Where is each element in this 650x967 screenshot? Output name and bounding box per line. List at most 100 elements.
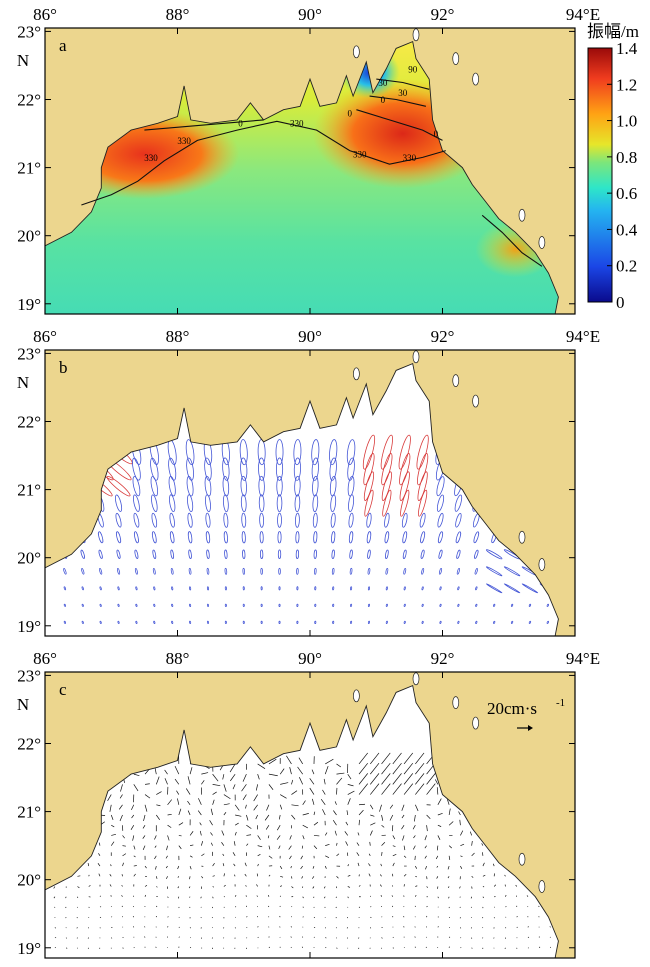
tidal-ellipse — [205, 512, 211, 528]
current-vector — [121, 895, 123, 897]
river-channel — [538, 880, 546, 893]
current-vector — [280, 885, 283, 887]
current-vector — [358, 773, 369, 785]
current-vector — [392, 752, 402, 765]
current-vector — [412, 825, 416, 830]
current-vector — [276, 825, 281, 831]
current-vector — [143, 814, 146, 822]
current-vector — [210, 808, 213, 816]
tidal-ellipse — [81, 586, 84, 591]
tidal-ellipse — [385, 567, 389, 575]
panel-label: c — [59, 680, 67, 699]
tidal-ellipse — [206, 603, 209, 607]
current-vector — [460, 865, 463, 869]
current-vector — [241, 784, 247, 792]
current-vector — [448, 855, 451, 860]
current-vector — [369, 841, 371, 846]
current-vector — [109, 874, 112, 877]
current-vector — [358, 762, 369, 775]
tidal-ellipse — [437, 512, 444, 528]
tidal-ellipse — [241, 512, 247, 528]
current-vector — [424, 835, 427, 841]
tidal-ellipse — [260, 620, 263, 624]
current-vector — [313, 936, 315, 938]
current-vector — [131, 814, 135, 819]
current-vector — [268, 946, 271, 949]
current-vector — [267, 894, 270, 897]
tidal-ellipse — [205, 531, 211, 544]
current-vector — [167, 813, 172, 816]
current-vector — [347, 896, 349, 899]
cophase-line — [376, 78, 430, 90]
current-vector — [437, 835, 441, 840]
current-vector — [392, 854, 397, 857]
tidal-ellipse — [295, 549, 300, 560]
current-vector — [381, 916, 383, 918]
tidal-ellipse — [312, 475, 319, 497]
tidal-ellipse — [260, 567, 263, 575]
tidal-ellipse — [385, 620, 388, 624]
current-vector — [527, 936, 530, 938]
current-vector — [460, 843, 465, 846]
current-vector — [447, 876, 450, 879]
current-vector — [165, 865, 168, 869]
tidal-ellipse — [385, 603, 388, 607]
current-vector — [199, 830, 202, 836]
tidal-ellipse — [421, 567, 425, 575]
current-vector — [370, 814, 375, 817]
current-vector — [155, 865, 157, 870]
current-vector — [122, 835, 125, 839]
tidal-ellipse — [503, 583, 521, 594]
current-vector — [425, 946, 427, 948]
current-vector — [347, 864, 350, 867]
tidal-ellipse — [188, 549, 192, 560]
current-vector — [290, 865, 292, 869]
current-vector — [358, 783, 369, 795]
tidal-ellipse — [296, 567, 299, 575]
current-vector — [291, 804, 299, 807]
tidal-ellipse — [116, 531, 122, 544]
tidal-ellipse — [134, 531, 139, 544]
current-vector — [189, 831, 194, 836]
current-vector — [178, 936, 180, 938]
current-vector — [132, 835, 135, 841]
current-vector — [119, 814, 123, 822]
current-vector — [402, 835, 405, 841]
current-vector — [246, 834, 252, 836]
current-vector — [313, 845, 318, 850]
current-vector — [154, 845, 157, 848]
current-vector — [437, 798, 442, 805]
current-vector — [198, 798, 202, 805]
tidal-ellipse — [135, 586, 138, 591]
current-vector — [492, 863, 495, 867]
tidal-ellipse — [185, 439, 195, 466]
current-vector — [212, 799, 215, 805]
tidal-ellipse — [295, 531, 300, 544]
current-vector — [493, 937, 495, 939]
current-vector — [381, 752, 391, 765]
current-vector — [505, 894, 507, 897]
tidal-ellipse — [135, 620, 138, 624]
current-vector — [246, 814, 249, 821]
tidal-ellipse — [401, 512, 408, 528]
tidal-ellipse — [153, 586, 156, 591]
current-vector — [155, 776, 160, 785]
current-vector — [358, 906, 361, 908]
tidal-ellipse — [400, 489, 410, 517]
current-vector — [130, 825, 135, 830]
tidal-ellipse — [456, 568, 460, 575]
tidal-ellipse — [98, 549, 103, 559]
tidal-ellipse — [348, 512, 354, 528]
tidal-ellipse — [381, 471, 392, 501]
river-channel — [412, 672, 420, 686]
current-vector — [291, 814, 296, 820]
current-vector — [356, 852, 360, 857]
current-vector — [99, 916, 102, 919]
current-vector — [311, 769, 315, 775]
current-vector — [322, 809, 326, 816]
current-vector — [381, 851, 383, 856]
cophase-line — [144, 119, 264, 131]
cophase-label: 330 — [403, 153, 417, 163]
current-vector — [302, 896, 304, 899]
tidal-ellipse — [242, 586, 245, 591]
